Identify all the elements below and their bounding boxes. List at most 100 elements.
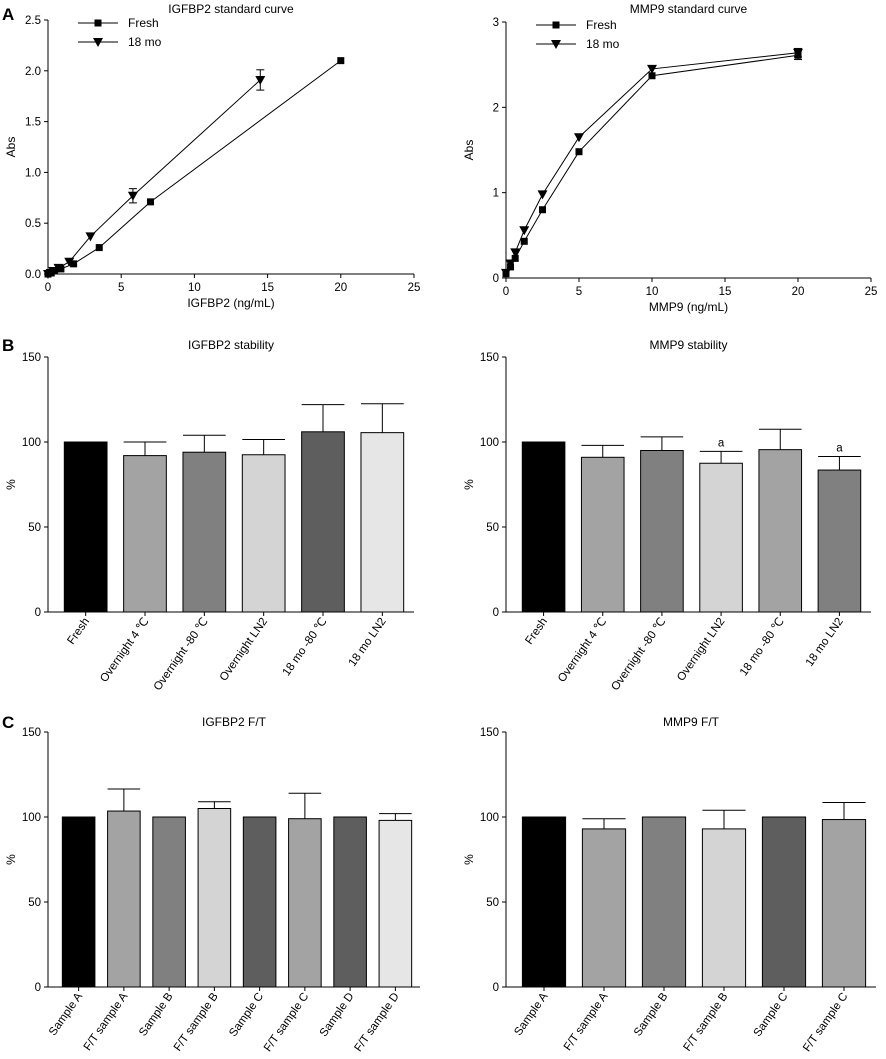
bar [333, 816, 367, 988]
bar-annotation: a [836, 442, 843, 454]
x-tick-label: F/T sample D [353, 991, 402, 1054]
y-tick-label: 1 [493, 188, 499, 200]
bar [378, 819, 413, 988]
data-point [537, 190, 548, 200]
x-tick-label: 25 [865, 286, 878, 298]
x-tick-label: Sample D [318, 991, 357, 1039]
y-tick-label: 0 [35, 607, 41, 619]
legend-marker [94, 19, 102, 27]
data-point [520, 237, 528, 245]
x-tick-label: Overnight LN2 [675, 616, 727, 684]
y-tick-label: 50 [486, 522, 499, 534]
chart-title: IGFBP2 stability [188, 338, 274, 352]
x-tick-label: 10 [646, 286, 659, 298]
bar [761, 816, 807, 988]
y-tick-label: 100 [22, 437, 41, 449]
bar [817, 469, 862, 613]
data-point [574, 133, 584, 143]
series-fresh [44, 57, 345, 278]
data-point [70, 260, 78, 268]
data-point [647, 64, 657, 74]
y-tick-label: 150 [22, 727, 41, 739]
legend-entry: Fresh [128, 16, 159, 30]
x-tick-label: 0 [45, 282, 51, 294]
y-tick-label: 1.0 [25, 167, 41, 179]
y-tick-label: 2 [493, 102, 499, 114]
bar [758, 449, 803, 613]
x-tick-label: 18 mo LN2 [347, 616, 389, 669]
y-tick-label: 0 [493, 273, 499, 285]
bar [360, 432, 405, 613]
data-point [575, 148, 583, 156]
legend-marker [551, 40, 561, 49]
x-tick-label: 18 mo -80 ℃ [738, 616, 787, 679]
x-tick-label: Fresh [523, 616, 550, 647]
y-tick-label: 50 [28, 522, 41, 534]
x-tick-label: F/T sample C [801, 991, 850, 1054]
x-tick-label: F/T sample A [562, 991, 611, 1053]
x-tick-label: Overnight 4 ℃ [98, 616, 151, 685]
bar [288, 818, 322, 988]
legend-marker [552, 21, 560, 29]
bar [701, 828, 747, 988]
y-axis-label: % [462, 479, 476, 490]
bar [699, 462, 743, 613]
x-tick-label: 5 [576, 286, 582, 298]
data-point [501, 268, 511, 278]
data-point [505, 259, 516, 269]
data-point [85, 232, 96, 242]
chart-title: IGFBP2 standard curve [168, 2, 294, 16]
data-point [146, 198, 154, 206]
bar-annotation: a [718, 437, 725, 449]
legend-marker [93, 38, 103, 47]
series-18-mo [501, 47, 803, 278]
y-tick-label: 0.0 [25, 269, 41, 281]
bar [521, 816, 567, 988]
x-tick-label: Overnight -80 ℃ [152, 616, 211, 693]
y-tick-label: 0 [493, 982, 499, 994]
x-tick-label: Sample A [47, 991, 85, 1038]
legend-entry: Fresh [586, 18, 617, 32]
data-point [127, 191, 138, 201]
panel-letter-c: C [2, 713, 14, 732]
bar [152, 816, 186, 988]
x-tick-label: 18 mo -80 ℃ [281, 616, 330, 679]
bar-chart-b2: MMP9 stability 0 50 100 150% Fresh Overnight 4… [462, 338, 871, 693]
data-point [793, 48, 803, 58]
x-tick-label: Sample A [512, 991, 550, 1038]
bar [241, 454, 286, 613]
x-tick-label: 5 [118, 282, 124, 294]
x-axis-label: MMP9 (ng/mL) [649, 300, 728, 314]
bar [63, 441, 108, 613]
bar-chart-c2: MMP9 F/T 0 50 100 150% Sample A F/T sample A Sa… [462, 715, 876, 1054]
y-tick-label: 50 [486, 897, 499, 909]
chart-title: MMP9 stability [649, 338, 727, 352]
x-tick-label: Sample B [632, 991, 671, 1039]
x-tick-label: 20 [792, 286, 805, 298]
x-tick-label: Sample B [137, 991, 176, 1039]
y-axis-label: Abs [462, 140, 476, 161]
data-point [510, 248, 521, 258]
y-tick-label: 0 [493, 607, 499, 619]
y-tick-label: 150 [22, 352, 41, 364]
bar [821, 819, 867, 988]
bar [640, 450, 684, 613]
x-tick-label: Overnight 4 ℃ [556, 616, 609, 685]
x-axis-label: IGFBP2 (ng/mL) [187, 296, 274, 310]
legend-entry: 18 mo [586, 37, 620, 51]
y-axis-label: % [4, 854, 18, 865]
x-tick-label: 15 [261, 282, 274, 294]
bar [61, 816, 96, 988]
chart-title: IGFBP2 F/T [202, 715, 267, 729]
line-chart-a2: MMP9 standard curve 0 5 10 15 20 25 0 1 2 3 MMP9 (n… [462, 2, 877, 314]
series-fresh [502, 50, 802, 278]
x-tick-label: Fresh [65, 616, 92, 647]
series-line [505, 52, 799, 274]
x-tick-label: 25 [408, 282, 421, 294]
x-tick-label: Sample C [752, 991, 791, 1039]
bar [242, 816, 277, 988]
x-tick-label: 0 [503, 286, 509, 298]
data-point [48, 266, 59, 276]
